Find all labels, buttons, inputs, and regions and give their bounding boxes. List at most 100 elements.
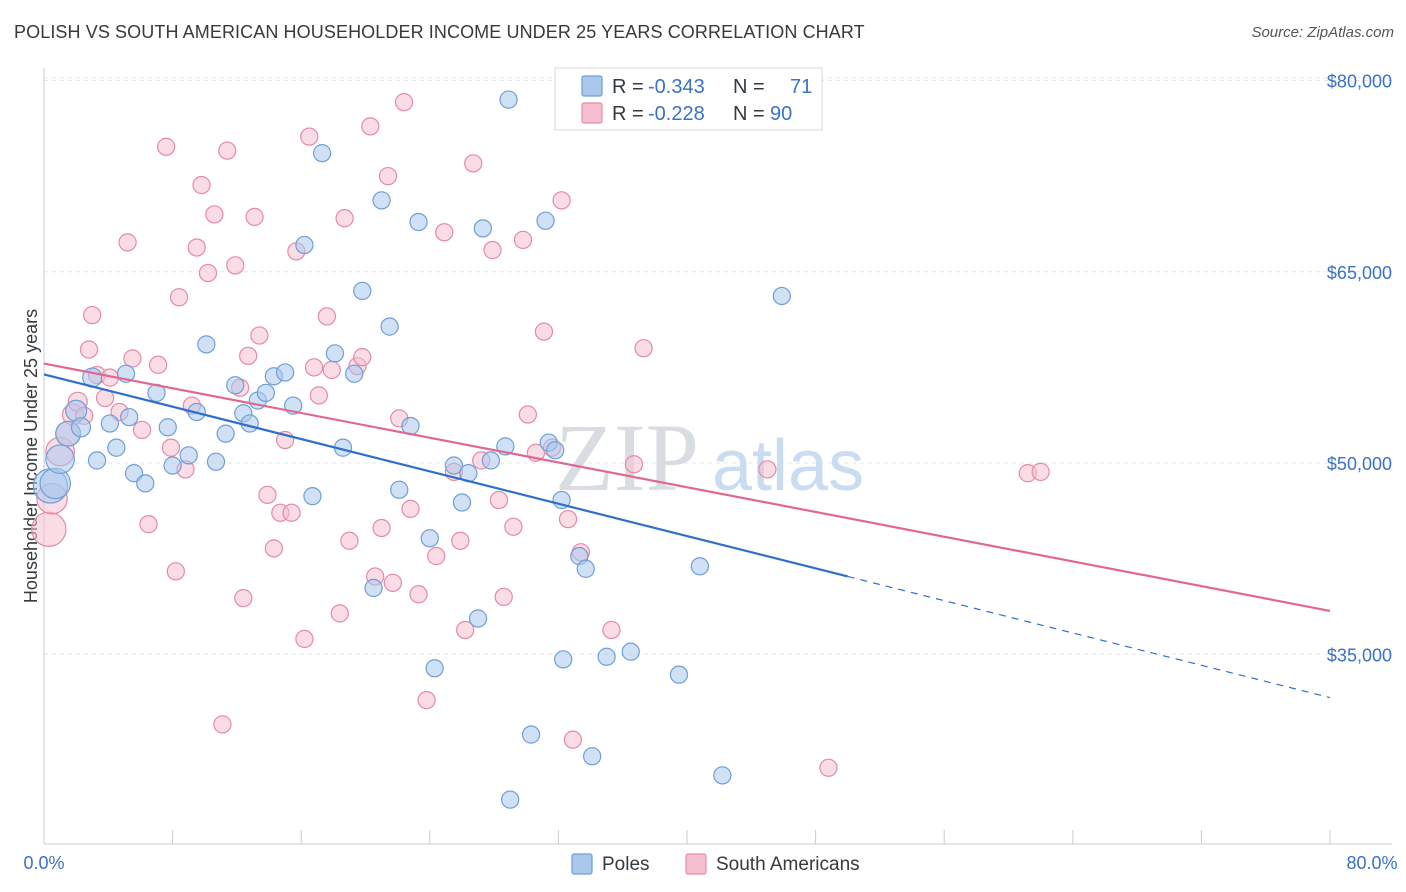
point-poles bbox=[536, 211, 555, 230]
point-poles bbox=[364, 578, 383, 598]
point-south-americans bbox=[166, 562, 185, 581]
point-south-americans bbox=[250, 326, 269, 345]
legend-n-value-poles: 71 bbox=[790, 76, 812, 98]
point-south-americans bbox=[118, 233, 137, 252]
bottom-legend-label-south-americans: South Americans bbox=[716, 854, 860, 875]
point-poles bbox=[312, 144, 332, 163]
point-south-americans bbox=[148, 355, 168, 374]
point-south-americans bbox=[198, 263, 218, 283]
point-poles bbox=[216, 424, 235, 443]
point-poles bbox=[468, 609, 488, 628]
point-south-americans bbox=[451, 531, 470, 550]
point-south-americans bbox=[819, 758, 838, 777]
point-south-americans bbox=[157, 137, 176, 156]
point-poles bbox=[380, 317, 399, 336]
y-tick-label: $80,000 bbox=[1327, 72, 1392, 92]
point-poles bbox=[390, 480, 409, 499]
x-tick-label-min: 0.0% bbox=[23, 853, 64, 873]
point-poles bbox=[136, 474, 155, 493]
point-south-americans bbox=[758, 460, 777, 479]
point-poles bbox=[425, 659, 444, 678]
grid-lines bbox=[44, 77, 1392, 655]
point-poles bbox=[197, 335, 216, 354]
legend-swatch-poles bbox=[581, 75, 603, 97]
point-south-americans bbox=[31, 511, 67, 548]
trend-lines bbox=[43, 362, 1331, 699]
point-poles bbox=[452, 493, 472, 512]
point-south-americans bbox=[378, 166, 398, 186]
point-south-americans bbox=[161, 438, 181, 457]
y-tick-label: $65,000 bbox=[1327, 263, 1392, 283]
watermark-atlas: atlas bbox=[712, 426, 864, 506]
y-tick-label: $35,000 bbox=[1327, 645, 1392, 665]
bottom-legend-swatch-south-americans bbox=[685, 853, 707, 875]
point-poles bbox=[45, 444, 75, 475]
point-south-americans bbox=[123, 349, 142, 368]
point-south-americans bbox=[401, 499, 420, 519]
point-poles bbox=[107, 438, 126, 457]
point-south-americans bbox=[317, 307, 337, 326]
legend-r-label-poles: R = bbox=[612, 76, 644, 98]
point-south-americans bbox=[245, 207, 264, 227]
point-south-americans bbox=[634, 339, 653, 358]
watermark: ZIP atlas bbox=[555, 404, 864, 511]
point-poles bbox=[158, 418, 177, 437]
point-south-americans bbox=[218, 141, 237, 160]
point-south-americans bbox=[335, 209, 354, 228]
point-south-americans bbox=[205, 205, 224, 224]
point-south-americans bbox=[264, 539, 284, 558]
point-poles bbox=[179, 446, 198, 465]
point-south-americans bbox=[494, 587, 513, 607]
point-south-americans bbox=[330, 604, 349, 623]
point-south-americans bbox=[1031, 462, 1050, 482]
point-south-americans bbox=[513, 230, 533, 250]
point-south-americans bbox=[132, 420, 152, 440]
point-south-americans bbox=[353, 348, 372, 367]
point-south-americans bbox=[361, 117, 380, 136]
bottom-legend: Poles South Americans bbox=[571, 853, 860, 875]
point-south-americans bbox=[300, 127, 319, 146]
x-tick-label-max: 80.0% bbox=[1346, 853, 1397, 873]
point-south-americans bbox=[552, 191, 571, 210]
point-south-americans bbox=[282, 503, 301, 522]
point-poles bbox=[576, 559, 595, 578]
point-poles bbox=[772, 286, 791, 306]
point-south-americans bbox=[483, 240, 502, 260]
legend-n-label-south-americans: N = bbox=[733, 103, 765, 125]
point-poles bbox=[325, 344, 345, 363]
point-south-americans bbox=[464, 154, 483, 173]
point-south-americans bbox=[258, 485, 277, 505]
point-poles bbox=[546, 441, 565, 460]
bottom-legend-swatch-poles bbox=[571, 853, 593, 875]
y-axis-label: Householder Income Under 25 years bbox=[21, 309, 41, 603]
point-south-americans bbox=[518, 405, 538, 424]
point-south-americans bbox=[340, 531, 359, 550]
point-south-americans bbox=[304, 358, 324, 377]
point-south-americans bbox=[504, 517, 523, 536]
point-poles bbox=[226, 376, 245, 395]
point-poles bbox=[87, 451, 107, 470]
point-poles bbox=[353, 281, 372, 301]
point-south-americans bbox=[309, 386, 329, 405]
point-south-americans bbox=[295, 629, 314, 649]
point-poles bbox=[303, 487, 322, 506]
legend-r-label-south-americans: R = bbox=[612, 103, 644, 125]
point-south-americans bbox=[563, 730, 583, 749]
trendline-poles-extrapolated bbox=[847, 575, 1331, 699]
point-south-americans bbox=[417, 691, 436, 710]
point-south-americans bbox=[192, 175, 211, 195]
point-south-americans bbox=[239, 346, 258, 366]
point-south-americans bbox=[234, 589, 253, 608]
legend-r-value-south-americans: -0.228 bbox=[648, 103, 705, 125]
point-poles bbox=[206, 452, 226, 471]
point-poles bbox=[473, 219, 492, 238]
point-poles bbox=[444, 456, 464, 475]
point-poles bbox=[713, 766, 732, 785]
point-south-americans bbox=[79, 340, 99, 359]
point-poles bbox=[621, 642, 640, 661]
point-poles bbox=[124, 464, 144, 483]
point-poles bbox=[345, 364, 364, 383]
point-south-americans bbox=[169, 288, 189, 307]
bottom-legend-label-poles: Poles bbox=[602, 854, 650, 875]
